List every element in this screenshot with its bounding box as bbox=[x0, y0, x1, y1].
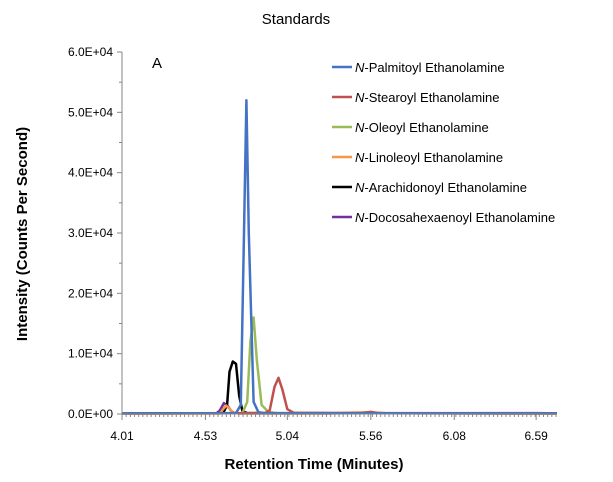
legend-label: N-Stearoyl Ethanolamine bbox=[355, 90, 500, 105]
legend-label-text: -Arachidonoyl Ethanolamine bbox=[364, 180, 527, 195]
x-tick-label: 5.04 bbox=[276, 429, 300, 443]
series-layer bbox=[121, 99, 558, 415]
panel-label: A bbox=[152, 55, 162, 72]
legend-label-text: -Palmitoyl Ethanolamine bbox=[364, 60, 504, 75]
legend-label-prefix: N bbox=[355, 60, 365, 75]
y-tick-label: 4.0E+04 bbox=[68, 166, 113, 180]
series-line bbox=[121, 360, 558, 415]
legend-label-prefix: N bbox=[355, 150, 365, 165]
y-tick-label: 1.0E+04 bbox=[68, 347, 113, 361]
x-axis-title: Retention Time (Minutes) bbox=[225, 456, 404, 473]
legend-label: N-Oleoyl Ethanolamine bbox=[355, 120, 489, 135]
legend-label-prefix: N bbox=[355, 180, 365, 195]
y-tick-label: 3.0E+04 bbox=[68, 226, 113, 240]
y-axis-ticks: 0.0E+00 1.0E+04 2.0E+04 3.0E+04 4.0E+04 5.0E+… bbox=[68, 45, 122, 421]
x-tick-label: 6.59 bbox=[524, 429, 548, 443]
y-tick-label: 6.0E+04 bbox=[68, 45, 113, 59]
y-axis-title: Intensity (Counts Per Second) bbox=[14, 127, 31, 341]
legend-label-text: -Linoleoyl Ethanolamine bbox=[364, 150, 503, 165]
x-tick-label: 5.56 bbox=[359, 429, 383, 443]
legend-label: N-Linoleoyl Ethanolamine bbox=[355, 150, 503, 165]
series-line bbox=[121, 376, 558, 415]
legend-label-text: -Oleoyl Ethanolamine bbox=[364, 120, 488, 135]
y-tick-label: 2.0E+04 bbox=[68, 286, 113, 300]
series-line bbox=[121, 99, 558, 415]
x-axis-ticks: 4.01 4.53 5.04 5.56 6.08 6.59 bbox=[110, 414, 557, 443]
legend-label-prefix: N bbox=[355, 90, 365, 105]
legend-label: N-Arachidonoyl Ethanolamine bbox=[355, 180, 527, 195]
x-tick-label: 6.08 bbox=[443, 429, 467, 443]
y-tick-label: 0.0E+00 bbox=[68, 407, 113, 421]
y-tick-label: 5.0E+04 bbox=[68, 105, 113, 119]
legend-label-text: -Docosahexaenoyl Ethanolamine bbox=[364, 210, 555, 225]
legend-label-prefix: N bbox=[355, 210, 365, 225]
legend-label-prefix: N bbox=[355, 120, 365, 135]
x-tick-label: 4.53 bbox=[194, 429, 218, 443]
legend-label-text: -Stearoyl Ethanolamine bbox=[364, 90, 499, 105]
legend-label: N-Palmitoyl Ethanolamine bbox=[355, 60, 505, 75]
series-line bbox=[121, 316, 558, 415]
chart-title: Standards bbox=[262, 11, 330, 28]
legend-label: N-Docosahexaenoyl Ethanolamine bbox=[355, 210, 555, 225]
x-tick-label: 4.01 bbox=[110, 429, 134, 443]
